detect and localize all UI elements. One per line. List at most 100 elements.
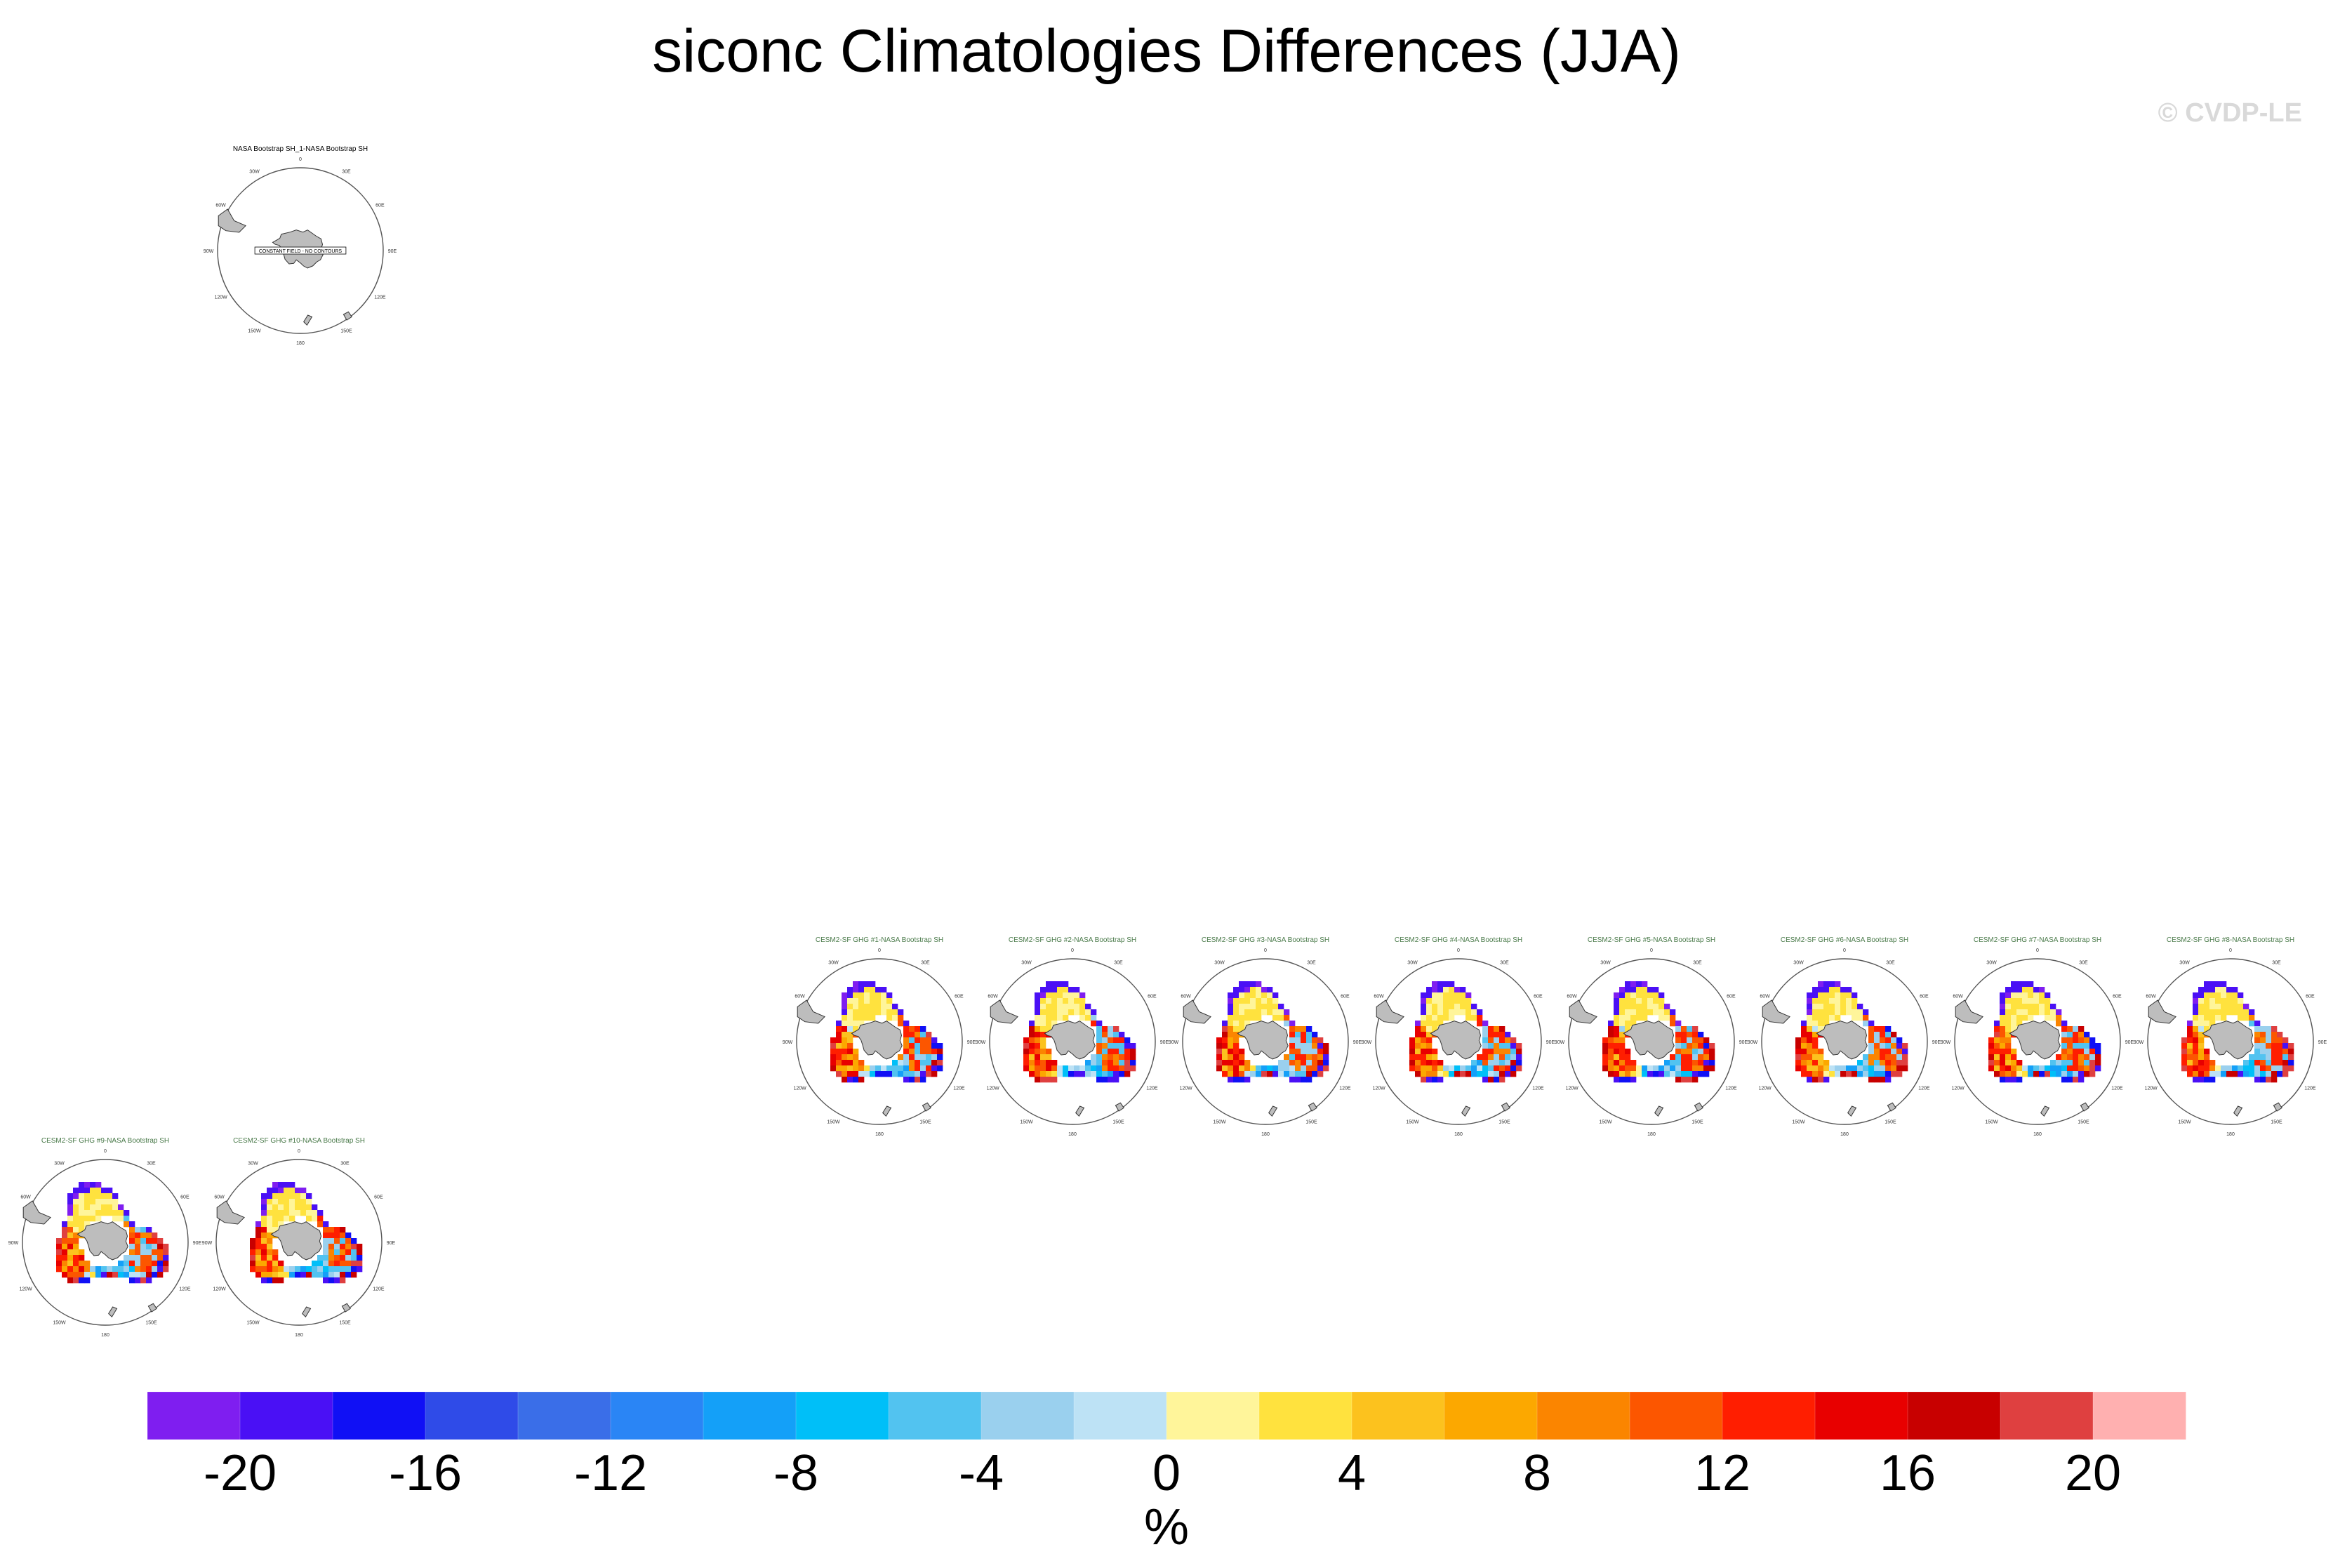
sic-diff-cell	[1614, 1065, 1620, 1072]
sic-diff-cell	[1415, 1026, 1421, 1032]
sic-diff-cell	[2039, 998, 2045, 1004]
sic-diff-cell	[340, 1244, 346, 1250]
sic-diff-cell	[1244, 992, 1251, 999]
sic-diff-cell	[2045, 1004, 2051, 1010]
lon-tick-label: 90W	[1169, 1040, 1179, 1045]
sic-diff-cell	[2045, 1071, 2051, 1077]
sic-diff-cell	[255, 1221, 262, 1228]
sic-diff-cell	[1278, 1060, 1284, 1066]
sic-diff-cell	[1896, 1037, 1903, 1044]
sic-diff-cell	[1477, 1021, 1483, 1027]
sic-diff-cell	[1130, 1049, 1136, 1055]
sic-diff-cell	[1602, 1037, 1609, 1044]
sic-diff-cell	[2089, 1065, 2096, 1072]
sic-diff-cell	[1228, 1015, 1234, 1021]
sic-diff-cell	[1488, 1065, 1494, 1072]
sic-diff-cell	[1482, 1037, 1489, 1044]
sic-diff-cell	[1261, 1065, 1268, 1072]
sic-diff-cell	[1619, 1032, 1626, 1038]
sic-diff-cell	[1614, 1021, 1620, 1027]
lon-tick-label: 120W	[793, 1087, 806, 1091]
sic-diff-cell	[2073, 1054, 2079, 1061]
sic-diff-cell	[858, 1004, 865, 1010]
sic-diff-cell	[1619, 1021, 1626, 1027]
sic-diff-cell	[1421, 1071, 1427, 1077]
sic-diff-cell	[135, 1277, 141, 1284]
sic-diff-cell	[267, 1188, 273, 1194]
sic-diff-cell	[2266, 1037, 2272, 1044]
sic-diff-cell	[345, 1249, 352, 1256]
sic-diff-cell	[2033, 1004, 2040, 1010]
sic-diff-cell	[2204, 992, 2210, 999]
sic-diff-cell	[926, 1054, 932, 1061]
sic-diff-cell	[2266, 1060, 2272, 1066]
sic-diff-cell	[1068, 992, 1075, 999]
sic-diff-cell	[915, 1026, 921, 1032]
sic-diff-cell	[1046, 1054, 1052, 1061]
sic-diff-cell	[2215, 1015, 2221, 1021]
lon-tick-label: 60E	[2113, 995, 2122, 999]
sic-diff-cell	[1046, 1009, 1052, 1016]
sic-diff-cell	[67, 1255, 74, 1261]
sic-diff-cell	[250, 1249, 256, 1256]
sic-diff-cell	[1035, 1026, 1041, 1032]
sic-diff-cell	[2187, 1026, 2193, 1032]
sic-diff-cell	[1510, 1065, 1517, 1072]
sic-diff-cell	[90, 1199, 96, 1205]
sic-diff-cell	[1994, 1065, 2000, 1072]
sic-diff-cell	[1614, 992, 1620, 999]
sic-diff-cell	[1846, 992, 1852, 999]
sic-diff-cell	[84, 1182, 91, 1188]
sic-diff-cell	[1829, 992, 1835, 999]
sic-diff-cell	[842, 1071, 848, 1077]
sic-diff-cell	[1835, 998, 1841, 1004]
sic-diff-cell	[1494, 1037, 1500, 1044]
sic-diff-cell	[250, 1244, 256, 1250]
sic-diff-cell	[1244, 1077, 1251, 1083]
sic-diff-cell	[842, 998, 848, 1004]
lon-tick-label: 90W	[1362, 1040, 1372, 1045]
sic-diff-cell	[2249, 1071, 2255, 1077]
sic-diff-cell	[1630, 998, 1637, 1004]
sic-diff-cell	[870, 1009, 876, 1016]
sic-diff-cell	[858, 1065, 865, 1072]
sic-diff-cell	[920, 1071, 926, 1077]
sic-diff-cell	[56, 1255, 62, 1261]
sic-diff-cell	[2209, 1009, 2216, 1016]
sic-diff-cell	[1272, 1065, 1279, 1072]
sic-diff-cell	[1454, 1071, 1461, 1077]
sic-diff-cell	[2260, 1060, 2266, 1066]
sic-diff-cell	[1494, 1054, 1500, 1061]
sic-diff-cell	[1228, 1060, 1234, 1066]
sic-diff-cell	[1409, 1049, 1416, 1055]
sic-diff-cell	[847, 1043, 853, 1049]
sic-diff-cell	[1040, 1032, 1046, 1038]
sic-diff-cell	[67, 1227, 74, 1233]
sic-diff-cell	[140, 1244, 147, 1250]
sic-diff-cell	[1040, 1015, 1046, 1021]
sic-diff-cell	[1289, 1065, 1296, 1072]
sic-diff-cell	[67, 1266, 74, 1273]
sic-diff-cell	[892, 1071, 898, 1077]
sic-diff-cell	[261, 1261, 267, 1267]
sic-diff-cell	[2084, 1065, 2090, 1072]
sic-diff-cell	[1670, 1015, 1676, 1021]
sic-diff-cell	[255, 1261, 262, 1267]
sic-diff-cell	[1988, 1049, 1995, 1055]
lon-tick-label: 30E	[2079, 961, 2088, 966]
lon-tick-label: 30E	[2272, 961, 2281, 966]
sic-diff-cell	[1460, 1065, 1466, 1072]
sic-diff-cell	[1692, 1060, 1699, 1066]
sic-diff-cell	[853, 987, 859, 993]
sic-diff-cell	[1857, 1065, 1863, 1072]
sic-diff-cell	[2271, 1060, 2278, 1066]
sic-diff-cell	[1994, 1026, 2000, 1032]
south-america-landmass	[218, 208, 246, 233]
sic-diff-cell	[864, 992, 870, 999]
sic-diff-cell	[909, 1071, 915, 1077]
sic-diff-cell	[1284, 1054, 1290, 1061]
sic-diff-cell	[853, 1060, 859, 1066]
sic-diff-cell	[2061, 1060, 2068, 1066]
sic-diff-cell	[853, 1015, 859, 1021]
sic-diff-cell	[2198, 1054, 2205, 1061]
